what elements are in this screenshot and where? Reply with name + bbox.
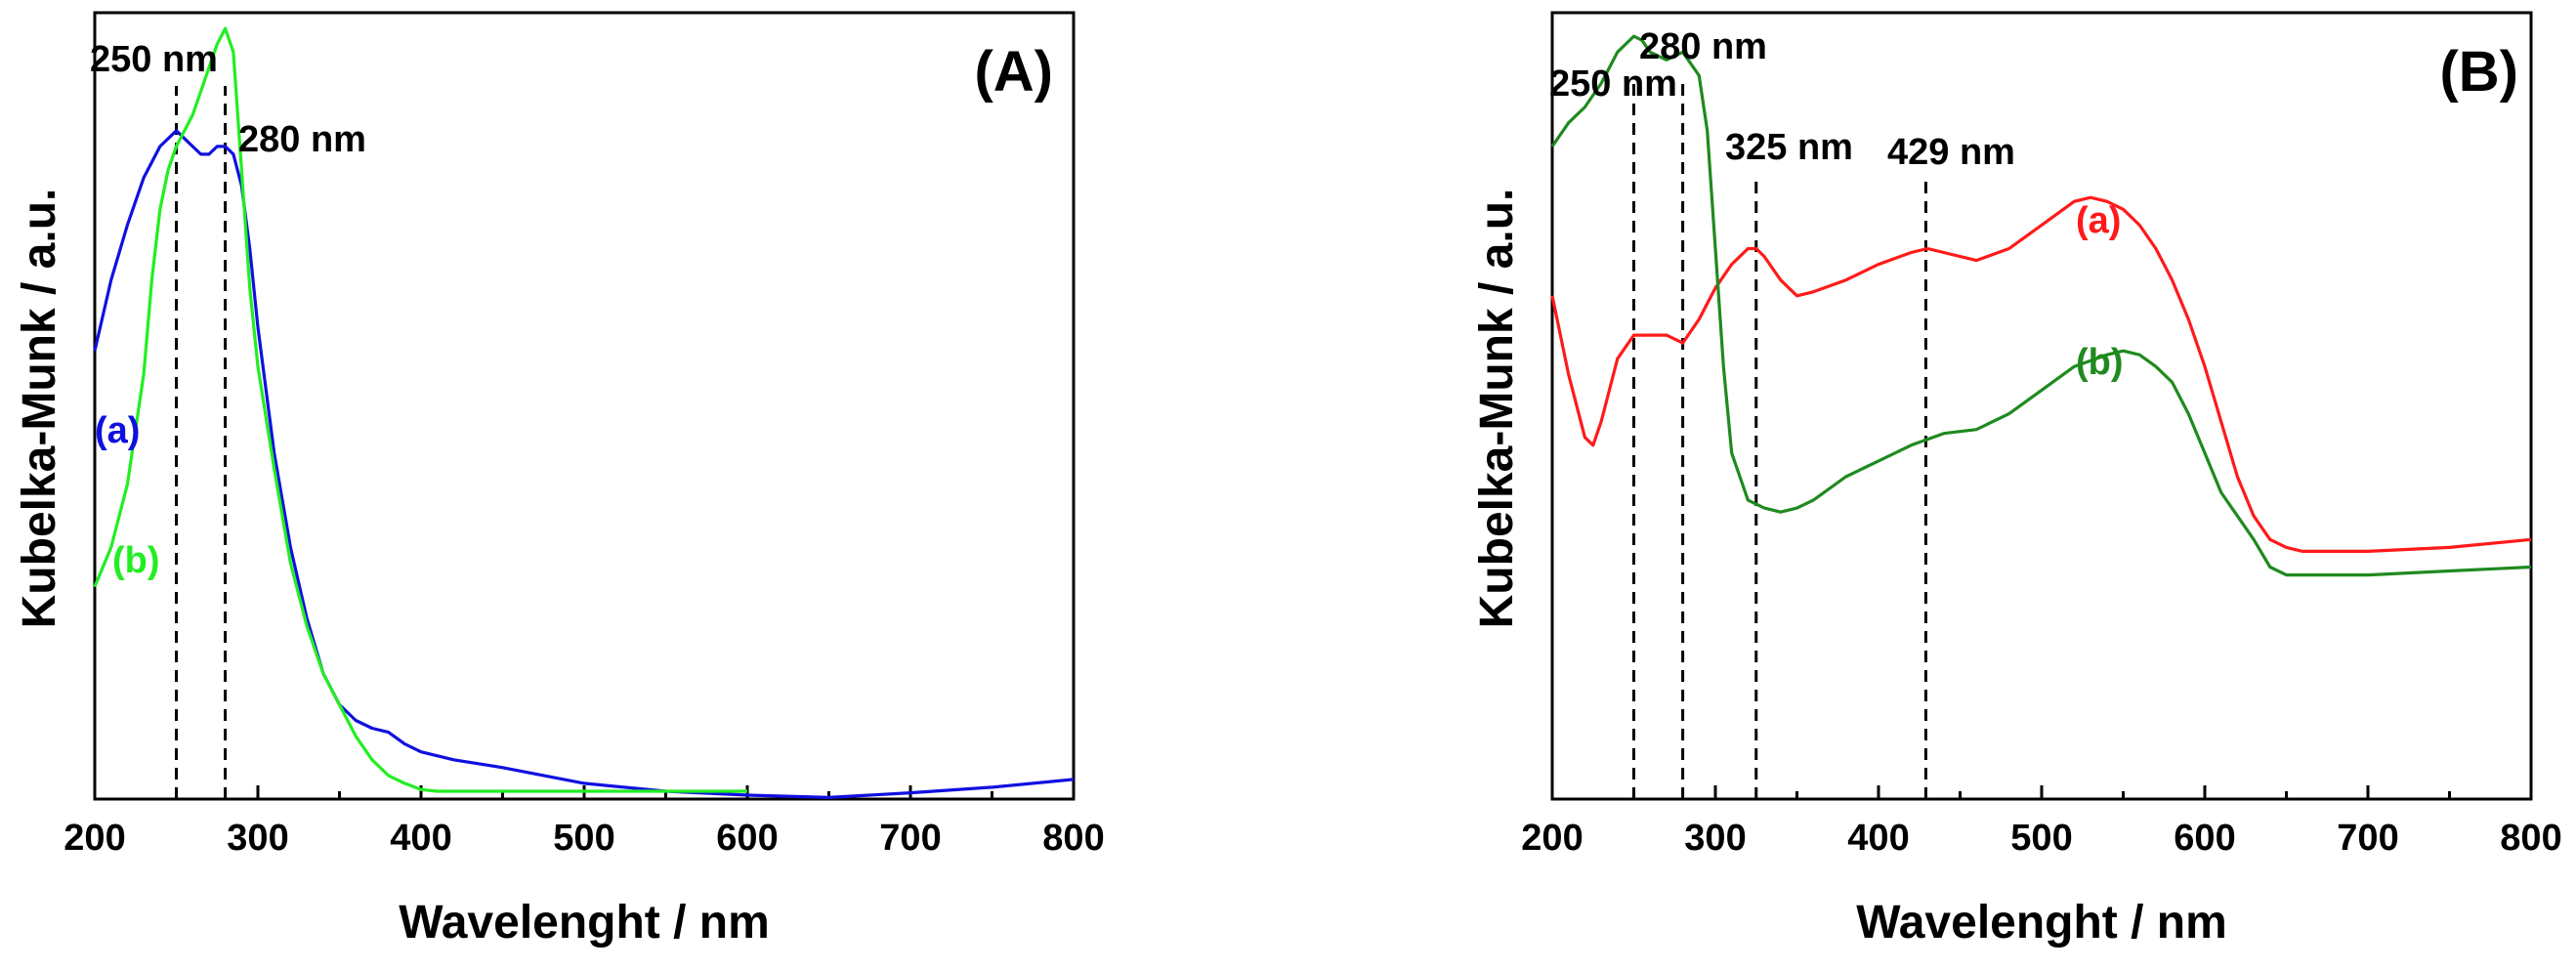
series-line-a-a [93,129,1075,799]
annotation-429nm-b: 429 nm [1887,132,2015,173]
reference-lines-a [175,86,228,799]
reference-lines-b [1632,81,1927,799]
plot-frame-b [1550,11,2533,801]
x-tick-label-b-600: 600 [2174,818,2235,859]
x-axis-ticks-a: 200 300 400 500 600 700 800 [63,785,1105,859]
annotation-250nm-b: 250 nm [1549,63,1677,105]
x-tick-label-b-700: 700 [2337,818,2398,859]
x-tick-label-a-800: 800 [1042,818,1104,859]
x-axis-title-b: Wavelenght / nm [1856,897,2227,949]
annotation-280nm-a: 280 nm [238,119,366,160]
panel-label-b: (B) [2439,40,2518,104]
series-group-a [93,26,1075,799]
annotation-280nm-b: 280 nm [1639,26,1767,67]
x-tick-label-a-400: 400 [390,818,451,859]
x-tick-label-b-500: 500 [2010,818,2072,859]
panel-b: 200 300 400 500 600 700 800 (B) 250 nm 280 nm … [1471,11,2562,949]
x-tick-label-a-500: 500 [553,818,614,859]
y-axis-title-b: Kubelka-Munk / a.u. [1471,189,1523,629]
x-tick-label-b-300: 300 [1684,818,1746,859]
series-group-b [1550,34,2532,577]
x-axis-title-a: Wavelenght / nm [399,897,770,949]
series-label-b-a: (a) [2076,200,2121,241]
series-label-a-b: (b) [112,540,160,581]
x-tick-label-a-600: 600 [716,818,778,859]
x-axis-ticks-b: 200 300 400 500 600 700 800 [1521,785,2562,859]
annotation-250nm-a: 250 nm [90,39,218,80]
x-tick-label-a-200: 200 [63,818,125,859]
series-label-a-a: (a) [95,410,140,451]
panel-a: 200 300 400 500 600 700 800 (A) 250 nm 280 nm … [14,11,1105,949]
x-tick-label-a-700: 700 [879,818,941,859]
series-line-a-b [93,26,747,793]
y-axis-title-a: Kubelka-Munk / a.u. [14,189,65,629]
x-tick-label-b-200: 200 [1521,818,1583,859]
x-tick-label-a-300: 300 [227,818,288,859]
series-label-b-b: (b) [2076,342,2124,383]
x-tick-label-b-400: 400 [1847,818,1909,859]
annotation-325nm-b: 325 nm [1725,127,1853,168]
x-tick-label-b-800: 800 [2500,818,2561,859]
panel-label-a: (A) [974,40,1053,104]
series-line-b-a [1550,195,2532,553]
series-line-b-b [1550,34,2532,577]
